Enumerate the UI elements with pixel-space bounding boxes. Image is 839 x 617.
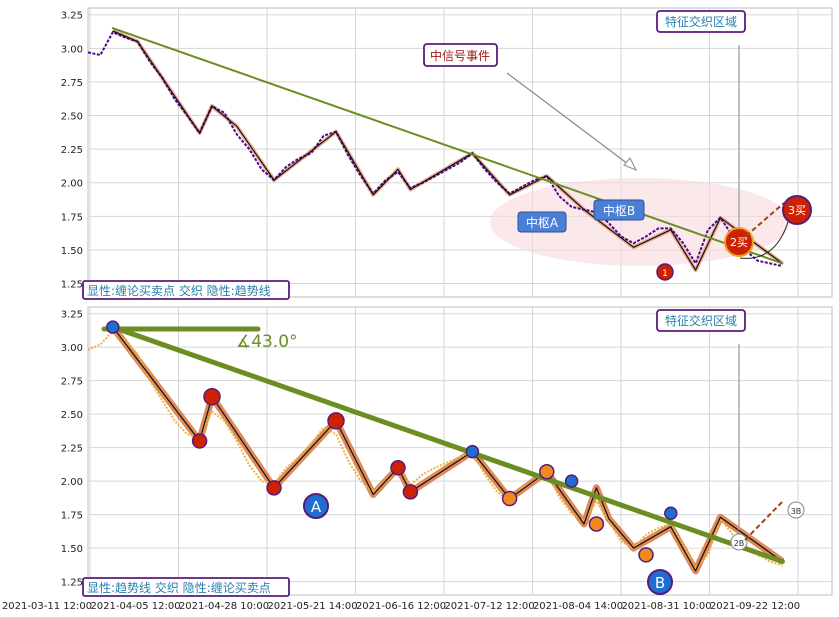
- y-tick-label: 3.25: [61, 11, 83, 22]
- feature-zone-box: [656, 10, 746, 33]
- stroke-vertex-marker: [106, 320, 120, 334]
- y-tick-label: 2.25: [61, 444, 83, 455]
- x-tick-label: 2021-08-31 10:00: [621, 601, 711, 612]
- angle-label: ∡43.0°: [236, 332, 298, 352]
- plot-frame-1: [87, 306, 833, 596]
- x-tick-label: 2021-07-12 12:00: [444, 601, 534, 612]
- stroke-vertex-marker: [501, 490, 518, 507]
- y-tick-label: 1.50: [61, 544, 83, 555]
- x-tick-label: 2021-09-22 12:00: [710, 601, 800, 612]
- buy1-label: 1: [662, 269, 668, 279]
- y-tick-label: 1.75: [61, 511, 83, 522]
- buy3-label: 3买: [788, 204, 806, 217]
- x-tick-label: 2021-06-16 12:00: [356, 601, 446, 612]
- plot-frame-0: [87, 7, 833, 298]
- y-tick-label: 1.50: [61, 246, 83, 257]
- pivot-b-box: [593, 199, 645, 221]
- y-tick-label: 2.25: [61, 145, 83, 156]
- trend-line: [110, 324, 785, 565]
- pivot-a-label: A: [311, 498, 322, 516]
- y-tick-label: 2.50: [61, 112, 83, 123]
- feature-zone-label: 特征交织区域: [665, 14, 737, 29]
- y-tick-label: 2.50: [61, 410, 83, 421]
- y-tick-label: 1.25: [61, 578, 83, 589]
- buy3-marker: [782, 195, 812, 225]
- pivot-b-marker: [647, 569, 673, 595]
- pivot-a-marker: [303, 493, 329, 519]
- buy3-marker: [787, 501, 805, 519]
- feature-zone-label: 特征交织区域: [665, 313, 737, 328]
- y-tick-label: 1.25: [61, 280, 83, 291]
- y-tick-label: 1.75: [61, 212, 83, 223]
- stroke-vertex-marker: [327, 412, 345, 430]
- buy1-marker: [656, 263, 674, 281]
- pivot-b-label: B: [655, 574, 665, 592]
- y-tick-label: 2.00: [61, 179, 83, 190]
- buy3-label: 3B: [791, 507, 802, 516]
- signal-event-arrowhead: [623, 157, 638, 171]
- buy2-label: 2B: [734, 539, 745, 548]
- x-tick-label: 2021-04-05 12:00: [90, 601, 180, 612]
- legend-box: [82, 280, 290, 300]
- signal-event-label: 中信号事件: [430, 48, 490, 63]
- legend-text: 显性:趋势线 交织 隐性:缠论买卖点: [87, 580, 271, 595]
- pivot-a-label: 中枢A: [526, 215, 559, 230]
- stroke-vertex-marker: [191, 433, 208, 449]
- x-tick-label: 2021-05-21 14:00: [267, 601, 357, 612]
- buy2-label: 2买: [730, 236, 748, 249]
- pivot-a-box: [517, 211, 567, 233]
- stroke-vertex-marker: [203, 387, 221, 406]
- x-tick-label: 2021-03-11 12:00: [2, 601, 92, 612]
- stroke-vertex-marker: [564, 474, 579, 488]
- stroke-vertex-marker: [588, 516, 605, 532]
- y-tick-label: 3.00: [61, 343, 83, 354]
- buy2-marker: [730, 533, 748, 551]
- y-tick-label: 2.00: [61, 477, 83, 488]
- pivot-b-label: 中枢B: [603, 203, 635, 218]
- stroke-vertex-marker: [539, 464, 555, 480]
- y-tick-label: 3.00: [61, 44, 83, 55]
- buy3-path: [744, 499, 785, 541]
- feature-zone-box: [656, 309, 746, 332]
- stroke-vertex-marker: [390, 459, 406, 476]
- stroke-vertex-marker: [664, 506, 678, 521]
- x-tick-label: 2021-08-04 14:00: [533, 601, 623, 612]
- legend-box: [82, 577, 290, 597]
- trend-line: [111, 27, 784, 265]
- y-tick-label: 2.75: [61, 377, 83, 388]
- y-tick-label: 3.25: [61, 310, 83, 321]
- signal-event-arrow: [506, 72, 633, 168]
- stroke-vertex-marker: [266, 480, 282, 496]
- legend-text: 显性:缠论买卖点 交织 隐性:趋势线: [87, 283, 271, 298]
- x-tick-label: 2021-04-28 10:00: [179, 601, 269, 612]
- stroke-line: [112, 30, 783, 271]
- buy3-path: [745, 202, 785, 237]
- buy3-curve: [739, 221, 789, 259]
- stroke-vertex-marker: [465, 444, 480, 459]
- stroke-vertex-marker: [638, 547, 654, 563]
- signal-event-box: [423, 43, 498, 67]
- y-tick-label: 2.75: [61, 78, 83, 89]
- price-line: [87, 330, 783, 570]
- stroke-vertex-marker: [402, 484, 419, 500]
